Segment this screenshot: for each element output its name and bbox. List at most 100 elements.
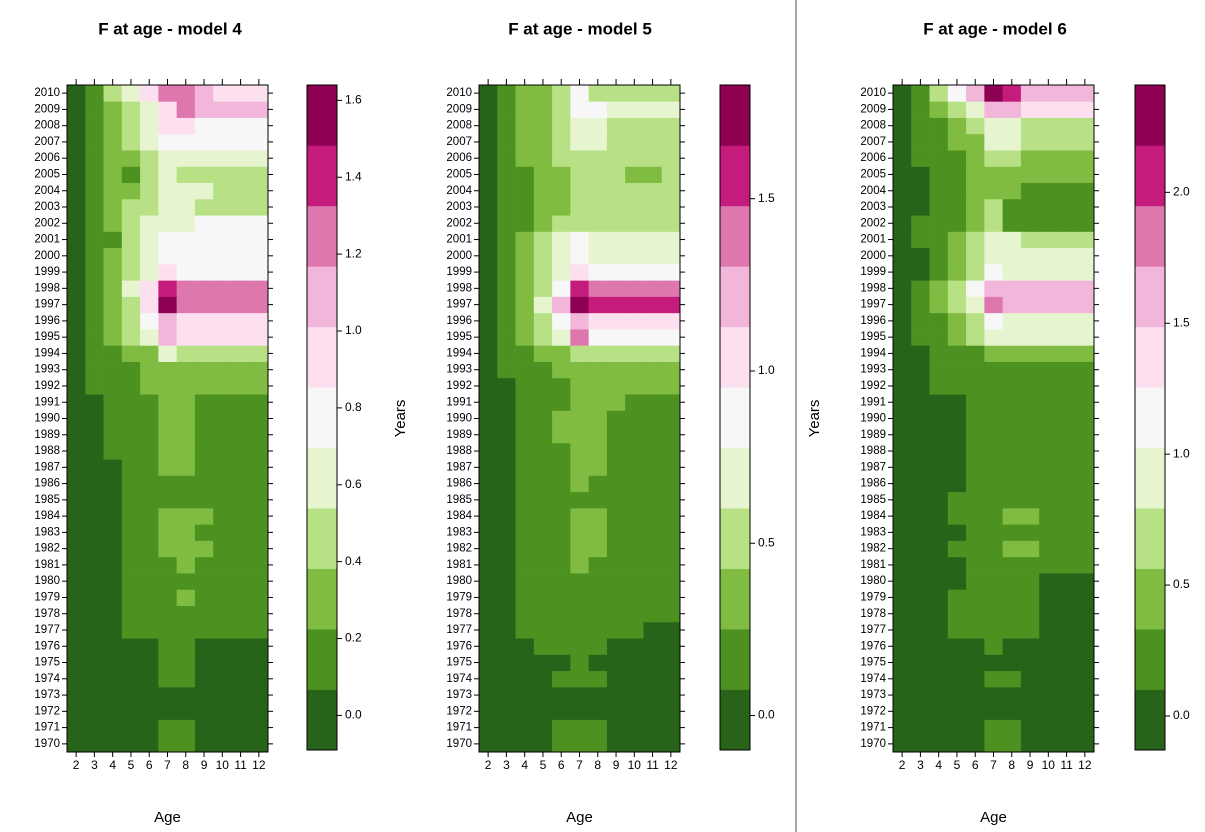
heat-cell bbox=[121, 524, 141, 541]
heat-cell bbox=[213, 621, 232, 639]
heat-cell bbox=[606, 296, 626, 314]
heat-cell bbox=[249, 426, 269, 444]
heat-cell bbox=[249, 475, 269, 493]
heat-cell bbox=[121, 312, 141, 330]
heat-cell bbox=[929, 280, 949, 297]
y-tick-label: 1971 bbox=[446, 722, 472, 734]
heat-cell bbox=[249, 101, 269, 118]
heat-cell bbox=[121, 410, 141, 428]
heat-cell bbox=[103, 556, 123, 574]
heat-cell bbox=[103, 507, 123, 525]
heat-cell bbox=[643, 605, 663, 623]
heat-cell bbox=[570, 410, 590, 428]
x-tick-label: 11 bbox=[1060, 758, 1073, 772]
heat-cell bbox=[1075, 410, 1095, 428]
heat-cell bbox=[479, 459, 498, 476]
heat-cell bbox=[1039, 133, 1058, 151]
heat-cell bbox=[1057, 231, 1077, 249]
heat-cell bbox=[67, 442, 86, 460]
heat-cell bbox=[1020, 410, 1040, 428]
heat-cell bbox=[479, 654, 498, 672]
y-tick-label: 1986 bbox=[860, 478, 886, 490]
heat-cell bbox=[929, 329, 949, 346]
heat-cell bbox=[194, 166, 214, 184]
heat-cell bbox=[966, 459, 985, 476]
colorbar-bin bbox=[307, 387, 337, 449]
heat-cell bbox=[1039, 442, 1058, 460]
heat-cell bbox=[1039, 524, 1058, 541]
heat-cell bbox=[497, 507, 516, 525]
heat-cell bbox=[103, 361, 123, 379]
heat-cell bbox=[140, 312, 159, 330]
heat-cell bbox=[249, 670, 269, 688]
heat-cell bbox=[929, 166, 949, 184]
heat-cell bbox=[140, 361, 159, 379]
y-tick-label: 2006 bbox=[446, 152, 472, 164]
heat-cell bbox=[249, 296, 269, 314]
heat-cell bbox=[213, 556, 232, 574]
heat-cell bbox=[158, 475, 178, 493]
heat-cell bbox=[570, 719, 590, 737]
heat-cell bbox=[158, 459, 178, 476]
heat-cell bbox=[643, 280, 663, 297]
heat-cell bbox=[67, 719, 86, 737]
heat-cell bbox=[552, 150, 571, 167]
heat-cell bbox=[643, 442, 663, 460]
y-tick-label: 1991 bbox=[446, 396, 472, 408]
heat-cell bbox=[1002, 215, 1022, 232]
heat-cell bbox=[479, 735, 498, 753]
heat-cell bbox=[67, 491, 86, 509]
heat-cell bbox=[625, 410, 644, 428]
colorbar-bin bbox=[307, 205, 337, 267]
heat-cell bbox=[643, 85, 663, 102]
heat-cell bbox=[929, 394, 949, 411]
y-tick-label: 1983 bbox=[860, 526, 886, 538]
heat-cell bbox=[121, 459, 141, 476]
heat-cell bbox=[497, 361, 516, 379]
heat-cell bbox=[1020, 459, 1040, 476]
colorbar-bin bbox=[1135, 508, 1165, 569]
heat-cell bbox=[606, 263, 626, 281]
heat-cell bbox=[497, 377, 516, 395]
heat-cell bbox=[194, 117, 214, 135]
heat-cell bbox=[515, 507, 535, 525]
heat-cell bbox=[929, 345, 949, 362]
heat-cell bbox=[1039, 426, 1058, 444]
heat-cell bbox=[140, 573, 159, 590]
heat-cell bbox=[661, 442, 681, 460]
heat-cell bbox=[893, 280, 912, 297]
heat-cell bbox=[643, 329, 663, 346]
heat-cell bbox=[515, 491, 535, 509]
heat-cell bbox=[661, 361, 681, 379]
heat-cell bbox=[588, 329, 608, 346]
heat-cell bbox=[911, 377, 930, 395]
heat-cell bbox=[1020, 133, 1040, 151]
heat-cell bbox=[1075, 166, 1095, 184]
heat-cell bbox=[515, 556, 535, 574]
heat-cell bbox=[1039, 377, 1058, 395]
heat-cell bbox=[213, 638, 232, 655]
heat-cell bbox=[121, 475, 141, 493]
heat-cell bbox=[1075, 540, 1095, 558]
y-tick-label: 1971 bbox=[860, 722, 886, 734]
x-tick-label: 5 bbox=[954, 758, 961, 772]
heat-cell bbox=[158, 85, 178, 102]
heat-cell bbox=[158, 312, 178, 330]
y-tick-label: 1981 bbox=[860, 559, 886, 571]
heat-cell bbox=[194, 735, 214, 753]
heat-cell bbox=[984, 442, 1004, 460]
heat-cell bbox=[893, 638, 912, 655]
heat-cell bbox=[984, 426, 1004, 444]
heat-cell bbox=[497, 491, 516, 509]
heat-cell bbox=[213, 654, 232, 672]
heat-cell bbox=[570, 556, 590, 574]
y-tick-label: 2008 bbox=[860, 120, 886, 132]
heat-cell bbox=[661, 117, 681, 135]
heat-cell bbox=[929, 654, 949, 672]
heat-cell bbox=[893, 361, 912, 379]
heat-cell bbox=[911, 605, 930, 623]
heat-cell bbox=[515, 361, 535, 379]
heat-cell bbox=[966, 117, 985, 135]
heat-cell bbox=[249, 459, 269, 476]
heat-cell bbox=[552, 198, 571, 216]
